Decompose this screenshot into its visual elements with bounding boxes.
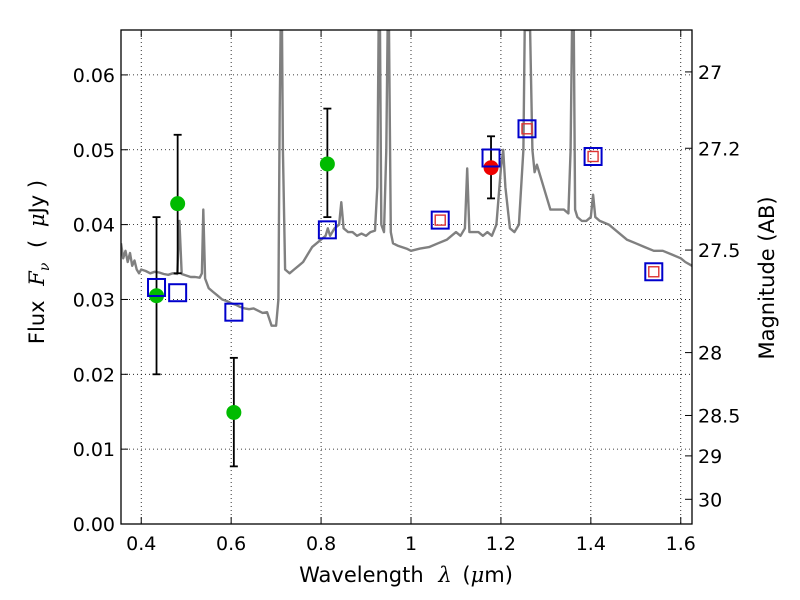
model-square [168,283,188,303]
y2-tick-label: 30 [698,489,722,511]
model-square [644,262,664,282]
y-axis-symbol: F [25,270,49,287]
y-axis-unit-mu: μ [25,213,49,227]
x-axis-label: Wavelength λ (μm) [299,563,513,587]
grid [121,30,692,525]
model-square [583,146,603,166]
y2-tick-label: 27.2 [698,138,740,160]
data-point [319,156,335,172]
y-axis-symbol-sub: ν [37,262,53,271]
x-tick-label: 0.8 [306,533,336,555]
band-square [648,266,660,278]
x-tick-label: 0.6 [216,533,246,555]
data-point [170,196,186,212]
y-tick-label: 0.06 [73,65,115,87]
y-tick-label: 0.01 [73,439,115,461]
y-axis-label: Flux Fν ( μJy ) [25,180,54,344]
y-tick-label: 0.03 [73,289,115,311]
y-axis-label-text: Flux [25,300,49,344]
y-axis-unit-rest: Jy ) [25,180,49,216]
y-tick-label: 0.02 [73,364,115,386]
y2-axis-label: Magnitude (AB) [755,196,779,359]
x-tick-label: 1 [405,533,417,555]
y2-tick-label: 28 [698,343,722,365]
model-square [224,302,244,322]
axis-ticks: 0.4 0.6 0.8 1 1.2 1.4 1.6 0.00 0.01 0.02 0.03 0.04 0… [73,30,740,555]
x-tick-label: 1.2 [486,533,516,555]
model-square [147,277,167,297]
plot-frame [120,29,693,525]
x-axis-unit-rest: m) [484,563,513,587]
spectrum-line [121,30,692,327]
y2-tick-label: 29 [698,446,722,468]
y2-tick-label: 28.5 [698,405,740,427]
x-axis-unit-open: ( [462,563,470,587]
y-axis-unit-open: ( [25,240,49,248]
y-tick-label: 0.00 [73,514,115,536]
plot-area [121,30,692,468]
y-tick-label: 0.05 [73,140,115,162]
band-square [587,150,599,163]
model-square [481,148,501,168]
band-square [521,123,533,135]
x-axis-label-text: Wavelength [299,563,424,587]
model-square [517,119,537,139]
x-tick-label: 1.4 [576,533,606,555]
x-axis-unit-mu: μ [471,563,485,587]
x-tick-label: 1.6 [666,533,696,555]
data-point [226,404,242,420]
x-tick-label: 0.4 [126,533,156,555]
band-square [434,214,446,226]
y2-tick-label: 27 [698,62,722,84]
data-point [483,160,499,176]
x-axis-symbol: λ [437,563,451,587]
model-square [317,220,337,240]
y-tick-label: 0.04 [73,215,115,237]
model-square [430,210,450,230]
y2-tick-label: 27.5 [698,240,740,262]
